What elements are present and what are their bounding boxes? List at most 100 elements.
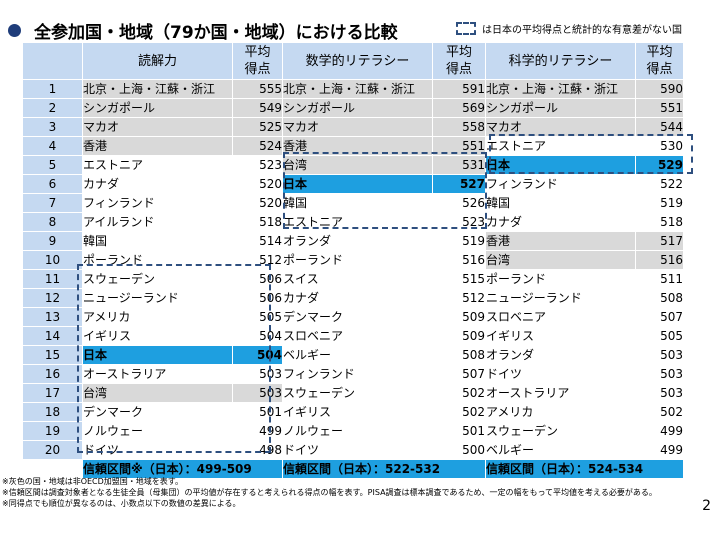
math-country: デンマーク (282, 307, 433, 327)
table-row: 4 香港 524 香港 551 エストニア 530 (22, 136, 684, 156)
science-score: 503 (635, 364, 684, 384)
rank-header (22, 42, 83, 80)
rank-cell: 2 (22, 98, 83, 118)
math-country: 台湾 (282, 155, 433, 175)
science-country: オランダ (485, 345, 636, 365)
math-score-header: 平均得点 (432, 42, 486, 80)
math-country: 北京・上海・江蘇・浙江 (282, 79, 433, 99)
math-score: 512 (432, 288, 486, 308)
footnote-rank: ※同得点でも順位が異なるのは、小数点以下の数値の差異による。 (2, 499, 241, 508)
reading-score: 520 (232, 174, 283, 194)
rank-cell: 15 (22, 345, 83, 365)
science-country: 韓国 (485, 193, 636, 213)
reading-header: 読解力 (82, 42, 233, 80)
reading-country: 日本 (82, 345, 233, 365)
science-country: フィンランド (485, 174, 636, 194)
science-score: 519 (635, 193, 684, 213)
science-country: ドイツ (485, 364, 636, 384)
confidence-reading: 信頼区間※（日本）：499-509 (82, 459, 283, 479)
confidence-row: 信頼区間※（日本）：499-509 信頼区間（日本）：522-532 信頼区間（… (22, 459, 684, 479)
table-row: 1 北京・上海・江蘇・浙江 555 北京・上海・江蘇・浙江 591 北京・上海・江蘇・浙江… (22, 79, 684, 99)
rank-cell: 4 (22, 136, 83, 156)
table-row: 12 ニュージーランド 506 カナダ 512 ニュージーランド 508 (22, 288, 684, 308)
science-country: オーストラリア (485, 383, 636, 403)
math-score: 527 (432, 174, 486, 194)
science-country: アメリカ (485, 402, 636, 422)
rank-cell: 18 (22, 402, 83, 422)
rank-cell: 13 (22, 307, 83, 327)
science-score: 544 (635, 117, 684, 137)
legend-text: は日本の平均得点と統計的な有意差がない国 (482, 25, 682, 36)
reading-score-header: 平均得点 (232, 42, 283, 80)
science-score: 499 (635, 421, 684, 441)
reading-score: 525 (232, 117, 283, 137)
science-country: 北京・上海・江蘇・浙江 (485, 79, 636, 99)
science-score: 511 (635, 269, 684, 289)
reading-country: カナダ (82, 174, 233, 194)
science-header: 科学的リテラシー (485, 42, 636, 80)
rank-cell: 9 (22, 231, 83, 251)
reading-score: 555 (232, 79, 283, 99)
rank-cell: 17 (22, 383, 83, 403)
math-country: ノルウェー (282, 421, 433, 441)
rank-cell: 3 (22, 117, 83, 137)
math-header: 数学的リテラシー (282, 42, 433, 80)
math-country: 日本 (282, 174, 433, 194)
science-score: 502 (635, 402, 684, 422)
rank-cell: 14 (22, 326, 83, 346)
rank-cell: 11 (22, 269, 83, 289)
science-country: カナダ (485, 212, 636, 232)
science-score: 518 (635, 212, 684, 232)
reading-score: 498 (232, 440, 283, 460)
reading-score: 549 (232, 98, 283, 118)
math-country: スロベニア (282, 326, 433, 346)
science-country: 香港 (485, 231, 636, 251)
math-score: 551 (432, 136, 486, 156)
math-score: 502 (432, 402, 486, 422)
math-score: 526 (432, 193, 486, 213)
reading-country: マカオ (82, 117, 233, 137)
math-country: 韓国 (282, 193, 433, 213)
science-score: 503 (635, 383, 684, 403)
rank-cell: 6 (22, 174, 83, 194)
math-score: 509 (432, 307, 486, 327)
table-row: 2 シンガポール 549 シンガポール 569 シンガポール 551 (22, 98, 684, 118)
footnote-confidence: ※信頼区間は調査対象者となる生徒全員（母集団）の平均値が存在すると考えられる得点… (2, 488, 657, 497)
table-row: 9 韓国 514 オランダ 519 香港 517 (22, 231, 684, 251)
table-row: 3 マカオ 525 マカオ 558 マカオ 544 (22, 117, 684, 137)
table-row: 6 カナダ 520 日本 527 フィンランド 522 (22, 174, 684, 194)
math-score: 502 (432, 383, 486, 403)
science-score: 530 (635, 136, 684, 156)
math-country: ポーランド (282, 250, 433, 270)
rank-cell: 7 (22, 193, 83, 213)
reading-country: 台湾 (82, 383, 233, 403)
science-score: 503 (635, 345, 684, 365)
rank-cell: 19 (22, 421, 83, 441)
math-score: 569 (432, 98, 486, 118)
science-country: シンガポール (485, 98, 636, 118)
reading-country: エストニア (82, 155, 233, 175)
science-score: 522 (635, 174, 684, 194)
rank-cell: 16 (22, 364, 83, 384)
science-country: ベルギー (485, 440, 636, 460)
reading-score: 514 (232, 231, 283, 251)
reading-country: オーストラリア (82, 364, 233, 384)
reading-country: フィンランド (82, 193, 233, 213)
science-score: 590 (635, 79, 684, 99)
title-bullet-icon (8, 24, 21, 37)
math-country: スウェーデン (282, 383, 433, 403)
no-diff-region-science (489, 134, 693, 174)
reading-score: 518 (232, 212, 283, 232)
math-score: 508 (432, 345, 486, 365)
footnotes: ※灰色の国・地域は非OECD加盟国・地域を表す。 ※信頼区間は調査対象者となる生… (2, 476, 657, 509)
table-row: 15 日本 504 ベルギー 508 オランダ 503 (22, 345, 684, 365)
table-row: 19 ノルウェー 499 ノルウェー 501 スウェーデン 499 (22, 421, 684, 441)
math-country: ドイツ (282, 440, 433, 460)
reading-country: シンガポール (82, 98, 233, 118)
no-diff-region-reading (77, 264, 271, 453)
reading-country: 北京・上海・江蘇・浙江 (82, 79, 233, 99)
rank-cell: 20 (22, 440, 83, 460)
science-score: 505 (635, 326, 684, 346)
reading-score: 523 (232, 155, 283, 175)
no-diff-region-math (283, 152, 487, 229)
